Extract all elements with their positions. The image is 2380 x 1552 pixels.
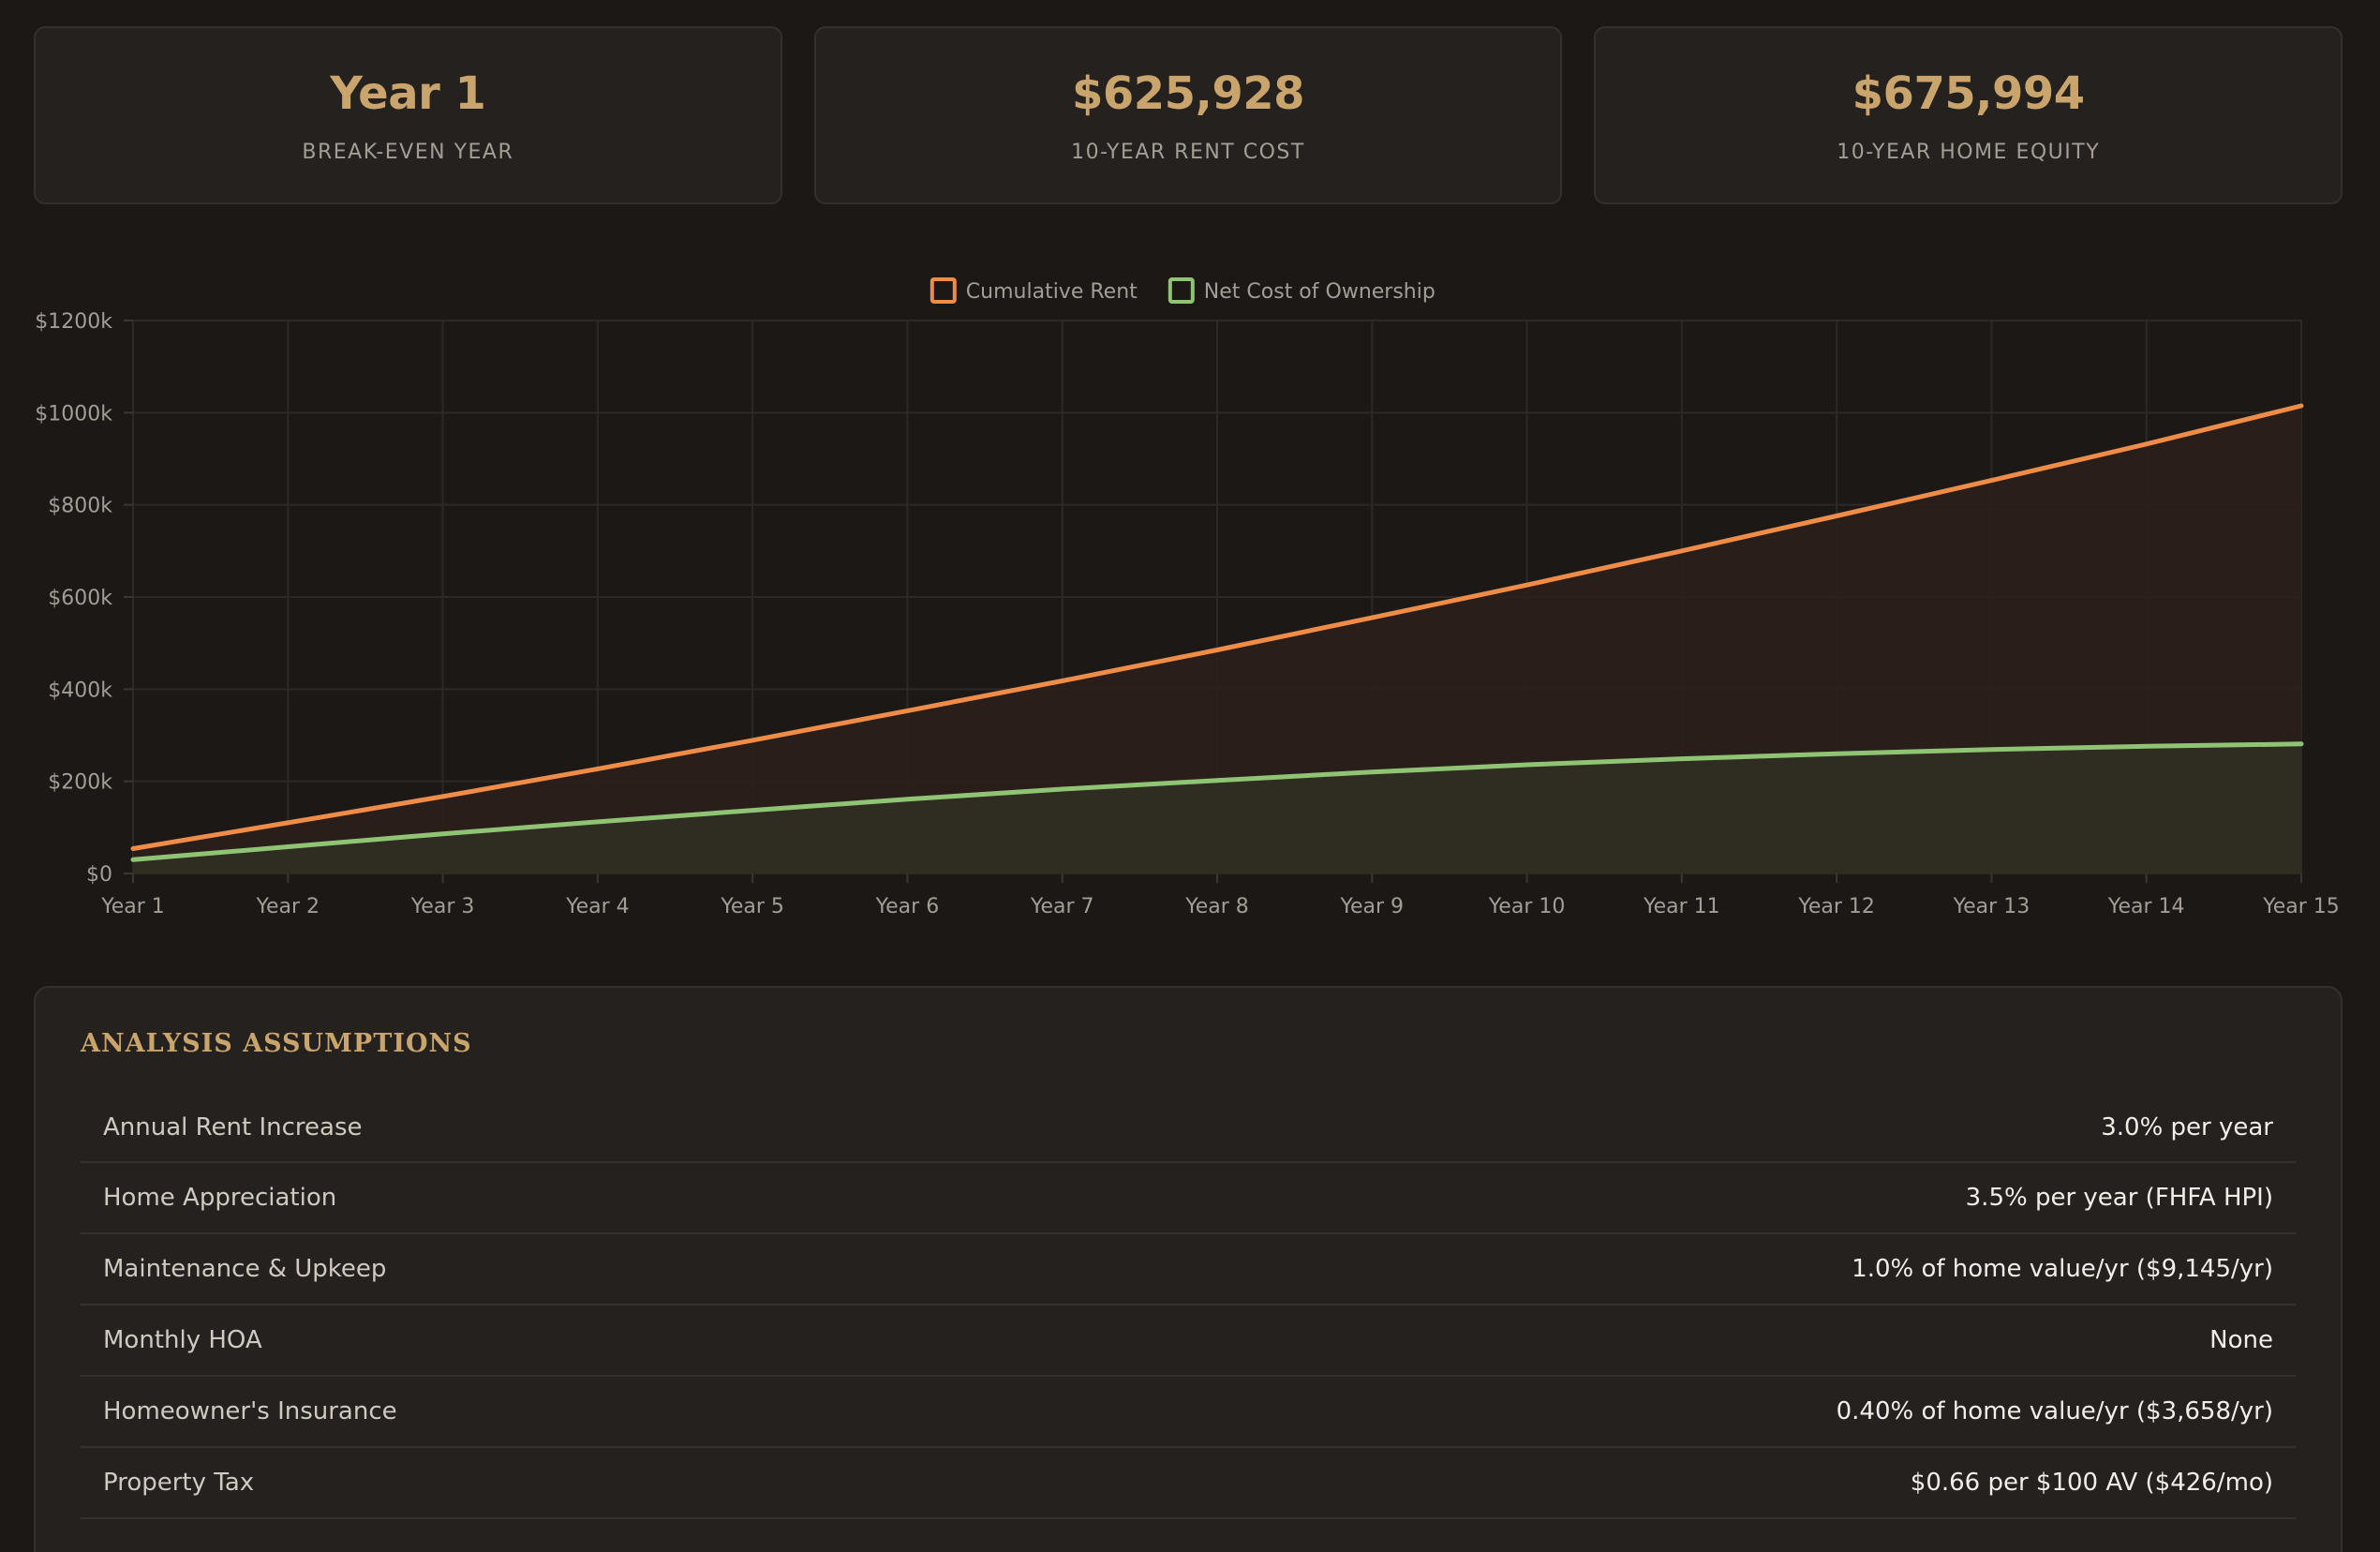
assumption-value: None [2209,1326,2273,1354]
series-line-0 [130,403,2304,851]
assumption-row-hoa: Monthly HOA None [81,1306,2296,1377]
legend-label: Net Cost of Ownership [1204,280,1435,304]
series-line-1 [130,741,2304,862]
assumptions-list: Annual Rent Increase 3.0% per year Home … [81,1094,2296,1519]
series-area-1 [133,743,2301,873]
x-tick-label: Year 5 [720,895,784,918]
chart-lines [130,403,2304,862]
x-tick-label: Year 4 [565,895,630,918]
y-tick-label: $400k [48,679,112,702]
stat-card-break-even: Year 1 BREAK-EVEN YEAR [34,26,782,204]
x-tick-label: Year 11 [1643,895,1720,918]
y-tick-label: $200k [48,771,112,795]
chart-svg: Cumulative Rent Net Cost of Ownership $0$… [35,277,2340,918]
assumptions-panel: ANALYSIS ASSUMPTIONS Annual Rent Increas… [34,986,2343,1552]
stat-card-rent-cost: $625,928 10-YEAR RENT COST [813,26,1563,204]
x-tick-label: Year 10 [1488,895,1566,918]
x-tick-label: Year 12 [1797,895,1875,918]
y-tick-label: $0 [86,863,112,887]
assumption-label: Annual Rent Increase [103,1113,363,1142]
summary-stats: Year 1 BREAK-EVEN YEAR $625,928 10-YEAR … [34,26,2343,204]
legend-label: Cumulative Rent [966,280,1138,304]
stat-card-home-equity: $675,994 10-YEAR HOME EQUITY [1594,26,2343,204]
assumption-value: 0.40% of home value/yr ($3,658/yr) [1836,1397,2273,1425]
break-even-value: Year 1 [330,67,486,120]
rent-vs-own-chart: Cumulative Rent Net Cost of Ownership $0 $… [0,259,2380,933]
legend-swatch [1168,277,1195,304]
assumption-value: 3.0% per year [2101,1113,2273,1142]
home-equity-value: $675,994 [1852,67,2086,120]
x-tick-label: Year 15 [2262,895,2340,918]
x-axis: Year 1 Year 2 Year 3 Year 4 Year 5 Year 6 Year… [100,873,2340,918]
x-tick-label: Year 6 [875,895,940,918]
x-tick-label: Year 8 [1184,895,1249,918]
assumption-value: $0.66 per $100 AV ($426/mo) [1910,1469,2273,1497]
assumption-row-maintenance: Maintenance & Upkeep 1.0% of home value/… [81,1234,2296,1306]
assumption-label: Maintenance & Upkeep [103,1255,387,1283]
assumption-value: 3.5% per year (FHFA HPI) [1965,1184,2273,1212]
assumption-row-insurance: Homeowner's Insurance 0.40% of home valu… [81,1377,2296,1448]
x-tick-label: Year 14 [2107,895,2185,918]
x-tick-label: Year 3 [410,895,475,918]
home-equity-label: 10-YEAR HOME EQUITY [1837,140,2101,164]
x-tick-label: Year 7 [1030,895,1094,918]
legend-swatch [930,277,957,304]
assumption-row-home-appreciation: Home Appreciation 3.5% per year (FHFA HP… [81,1163,2296,1234]
assumption-label: Monthly HOA [103,1326,262,1354]
assumption-label: Property Tax [103,1469,255,1497]
rent-cost-label: 10-YEAR RENT COST [1071,140,1305,164]
x-tick-label: Year 2 [255,895,320,918]
rent-cost-value: $625,928 [1071,67,1305,120]
x-tick-label: Year 1 [100,895,165,918]
legend-item-1: Net Cost of Ownership [1168,277,1435,304]
legend-item-0: Cumulative Rent [930,277,1138,304]
chart-legend: Cumulative Rent Net Cost of Ownership [930,277,1435,304]
y-tick-label: $1000k [35,402,112,425]
assumption-row-rent-increase: Annual Rent Increase 3.0% per year [81,1094,2296,1163]
break-even-label: BREAK-EVEN YEAR [302,140,514,164]
assumption-label: Homeowner's Insurance [103,1397,397,1425]
x-tick-label: Year 9 [1339,895,1404,918]
assumption-row-property-tax: Property Tax $0.66 per $100 AV ($426/mo) [81,1448,2296,1519]
assumption-value: 1.0% of home value/yr ($9,145/yr) [1852,1255,2273,1283]
y-tick-label: $1200k [35,310,112,334]
x-tick-label: Year 13 [1953,895,2030,918]
y-axis: $0 $200k $400k $600k $800k $1000k $1200k [35,310,133,887]
y-tick-label: $800k [48,495,112,518]
y-tick-label: $600k [48,587,112,610]
assumptions-title: ANALYSIS ASSUMPTIONS [81,1029,472,1058]
assumption-label: Home Appreciation [103,1184,337,1212]
